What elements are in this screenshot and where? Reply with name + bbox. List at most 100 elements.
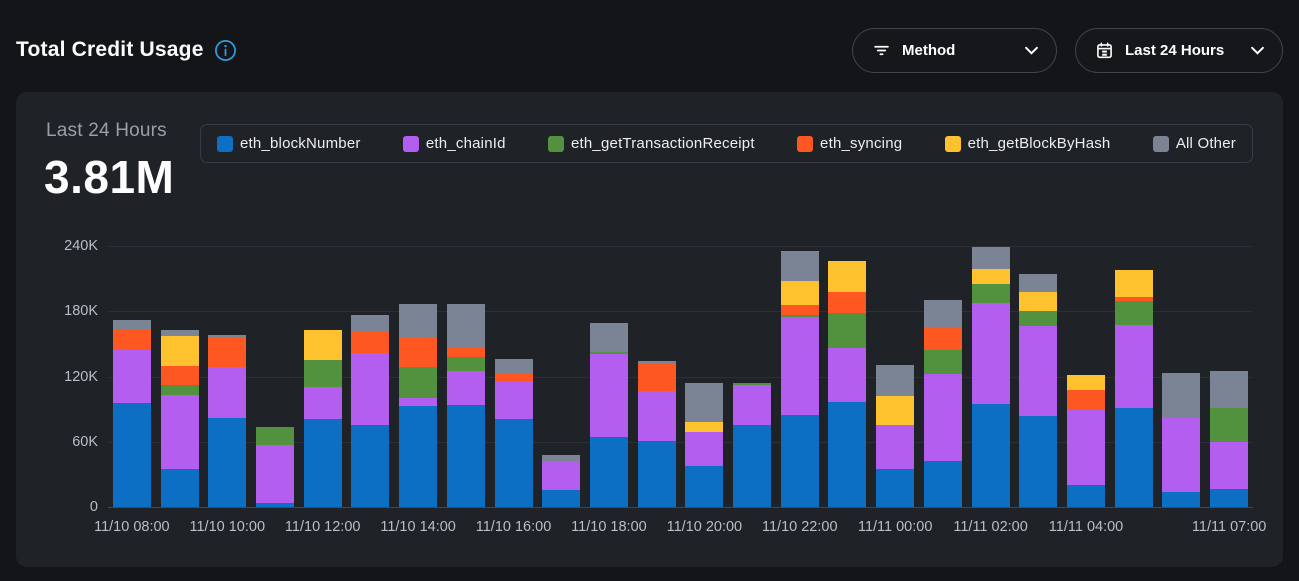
bar-segment-eth-syncing[interactable] [160,365,199,386]
bar-segment-eth-gettransactionreceipt[interactable] [971,284,1010,303]
bar-11-11-01-00[interactable] [923,300,962,507]
bar-segment-eth-getblockbyhash[interactable] [685,422,724,432]
legend-item-eth-blocknumber[interactable]: eth_blockNumber [217,135,361,152]
bar-segment-eth-gettransactionreceipt[interactable] [446,356,485,372]
bar-segment-eth-getblockbyhash[interactable] [828,261,867,292]
bar-segment-eth-getblockbyhash[interactable] [971,268,1010,285]
bar-segment-eth-blocknumber[interactable] [637,440,676,507]
bar-11-11-05-00[interactable] [1114,269,1153,507]
bar-segment-eth-getblockbyhash[interactable] [1019,291,1058,312]
bar-segment-eth-chainid[interactable] [780,316,819,415]
bar-segment-eth-chainid[interactable] [685,431,724,466]
bar-11-10-18-00[interactable] [589,323,628,507]
bar-segment-eth-blocknumber[interactable] [589,437,628,507]
bar-segment-all-other[interactable] [494,359,533,375]
bar-segment-eth-getblockbyhash[interactable] [1067,375,1106,390]
bar-11-10-10-00[interactable] [208,335,247,507]
bar-11-11-00-00[interactable] [876,364,915,507]
bar-segment-eth-gettransactionreceipt[interactable] [923,350,962,375]
bar-segment-eth-syncing[interactable] [399,338,438,367]
bar-segment-eth-gettransactionreceipt[interactable] [1019,311,1058,327]
bar-segment-eth-blocknumber[interactable] [876,468,915,507]
bar-segment-eth-gettransactionreceipt[interactable] [589,351,628,354]
bar-segment-all-other[interactable] [923,300,962,328]
date-range-dropdown[interactable]: Last 24 Hours [1075,27,1283,73]
bar-segment-all-other[interactable] [971,247,1010,269]
bar-segment-all-other[interactable] [780,251,819,281]
bar-11-11-06-00[interactable] [1162,373,1201,507]
bar-segment-eth-blocknumber[interactable] [1210,488,1249,507]
bar-segment-eth-blocknumber[interactable] [399,405,438,507]
bar-11-10-15-00[interactable] [446,303,485,507]
bar-segment-eth-syncing[interactable] [446,348,485,357]
bar-segment-all-other[interactable] [112,319,151,329]
bar-segment-eth-blocknumber[interactable] [733,425,772,507]
bar-segment-all-other[interactable] [446,303,485,349]
bar-11-10-22-00[interactable] [780,251,819,507]
bar-segment-eth-chainid[interactable] [1210,441,1249,489]
bar-segment-eth-blocknumber[interactable] [1114,408,1153,507]
bar-segment-all-other[interactable] [876,364,915,397]
bar-segment-eth-syncing[interactable] [351,330,390,353]
bar-11-10-20-00[interactable] [685,383,724,507]
bar-segment-eth-gettransactionreceipt[interactable] [780,314,819,317]
legend-item-eth-chainid[interactable]: eth_chainId [402,135,506,152]
method-filter-dropdown[interactable]: Method [852,27,1057,73]
bar-segment-eth-gettransactionreceipt[interactable] [399,366,438,399]
bar-segment-eth-getblockbyhash[interactable] [780,280,819,305]
bar-segment-eth-syncing[interactable] [780,304,819,315]
bar-segment-eth-syncing[interactable] [1114,297,1153,302]
bar-segment-eth-blocknumber[interactable] [1067,485,1106,507]
bar-segment-eth-getblockbyhash[interactable] [1114,269,1153,298]
bar-segment-eth-chainid[interactable] [446,371,485,405]
bar-segment-all-other[interactable] [542,454,581,462]
bar-segment-eth-chainid[interactable] [255,445,294,503]
bar-segment-eth-blocknumber[interactable] [1019,415,1058,507]
bar-segment-all-other[interactable] [637,361,676,364]
bar-segment-eth-chainid[interactable] [494,380,533,419]
bar-segment-eth-syncing[interactable] [112,328,151,351]
bar-segment-all-other[interactable] [399,303,438,339]
bar-segment-eth-blocknumber[interactable] [303,418,342,507]
bar-segment-eth-chainid[interactable] [112,350,151,403]
bar-segment-eth-chainid[interactable] [1019,326,1058,416]
bar-segment-eth-getblockbyhash[interactable] [303,329,342,361]
bar-segment-all-other[interactable] [208,335,247,339]
bar-segment-eth-blocknumber[interactable] [1162,491,1201,507]
bar-segment-eth-gettransactionreceipt[interactable] [733,383,772,386]
bar-segment-all-other[interactable] [1210,371,1249,409]
bar-11-10-17-00[interactable] [542,454,581,507]
bar-segment-eth-blocknumber[interactable] [685,465,724,507]
bar-11-11-04-00[interactable] [1067,375,1106,507]
bar-segment-eth-chainid[interactable] [399,398,438,406]
bar-segment-eth-blocknumber[interactable] [351,425,390,507]
bar-segment-eth-syncing[interactable] [494,374,533,381]
bar-segment-eth-blocknumber[interactable] [446,404,485,507]
bar-segment-eth-chainid[interactable] [1162,417,1201,492]
bar-11-11-02-00[interactable] [971,247,1010,507]
bar-segment-all-other[interactable] [1019,274,1058,292]
bar-segment-eth-gettransactionreceipt[interactable] [828,313,867,349]
bar-segment-all-other[interactable] [589,323,628,352]
legend-item-all-other[interactable]: All Other [1152,135,1236,152]
bar-segment-eth-gettransactionreceipt[interactable] [303,360,342,388]
bar-segment-eth-blocknumber[interactable] [208,417,247,507]
bar-segment-eth-chainid[interactable] [923,374,962,462]
bar-11-11-07-00[interactable] [1210,371,1249,507]
bar-segment-eth-syncing[interactable] [208,338,247,367]
bar-segment-eth-gettransactionreceipt[interactable] [1210,408,1249,442]
bar-segment-eth-chainid[interactable] [351,352,390,426]
bar-11-10-23-00[interactable] [828,261,867,507]
bar-segment-eth-syncing[interactable] [637,363,676,391]
bar-11-11-03-00[interactable] [1019,274,1058,507]
bar-segment-eth-blocknumber[interactable] [923,461,962,507]
bar-segment-eth-chainid[interactable] [1114,325,1153,409]
bar-11-10-11-00[interactable] [255,426,294,507]
bar-segment-eth-blocknumber[interactable] [112,402,151,507]
legend-item-eth-getblockbyhash[interactable]: eth_getBlockByHash [944,135,1111,152]
bar-segment-eth-chainid[interactable] [1067,410,1106,486]
bar-segment-eth-blocknumber[interactable] [971,403,1010,507]
bar-11-10-12-00[interactable] [303,329,342,507]
bar-segment-eth-blocknumber[interactable] [542,489,581,507]
bar-segment-eth-gettransactionreceipt[interactable] [160,385,199,395]
